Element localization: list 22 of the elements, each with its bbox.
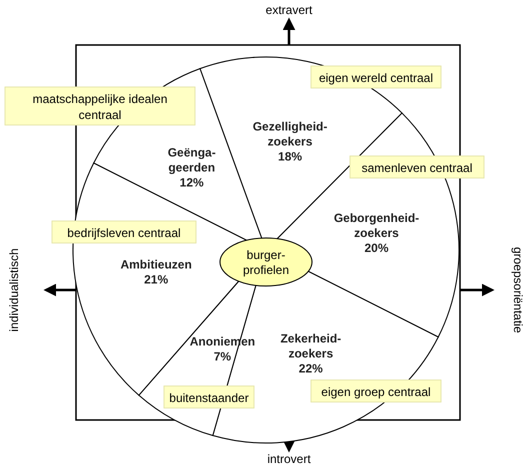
data-label: 21% bbox=[144, 272, 168, 286]
text: bedrijfsleven centraal bbox=[67, 226, 181, 240]
text: maatschappelijke idealen centraal bbox=[32, 92, 168, 122]
text: burger-profielen bbox=[242, 248, 290, 277]
slice-label: Gezelligheid-zoekers bbox=[252, 120, 328, 149]
slice-label: Zekerheid-zoekers bbox=[280, 332, 342, 361]
text: extravert bbox=[266, 3, 314, 17]
text: buitenstaander bbox=[169, 391, 249, 405]
text: samenleven centraal bbox=[362, 161, 472, 175]
text: groepsoriëntatie bbox=[510, 246, 525, 334]
text: eigen wereld centraal bbox=[318, 71, 434, 85]
data-label: 7% bbox=[214, 349, 232, 364]
text: introvert bbox=[267, 452, 312, 466]
text: eigen groep centraal bbox=[321, 385, 431, 399]
data-label: 20% bbox=[364, 241, 389, 256]
slice-label: Ambitieuzen bbox=[120, 257, 192, 272]
slice-label: Geborgenheid-zoekers bbox=[334, 211, 420, 240]
data-label: 18% bbox=[278, 150, 302, 164]
slice-label: Geënga-geerden bbox=[168, 145, 216, 174]
text: individualistisch bbox=[7, 248, 22, 332]
data-label: 22% bbox=[298, 362, 324, 376]
data-label: 12% bbox=[180, 175, 204, 190]
